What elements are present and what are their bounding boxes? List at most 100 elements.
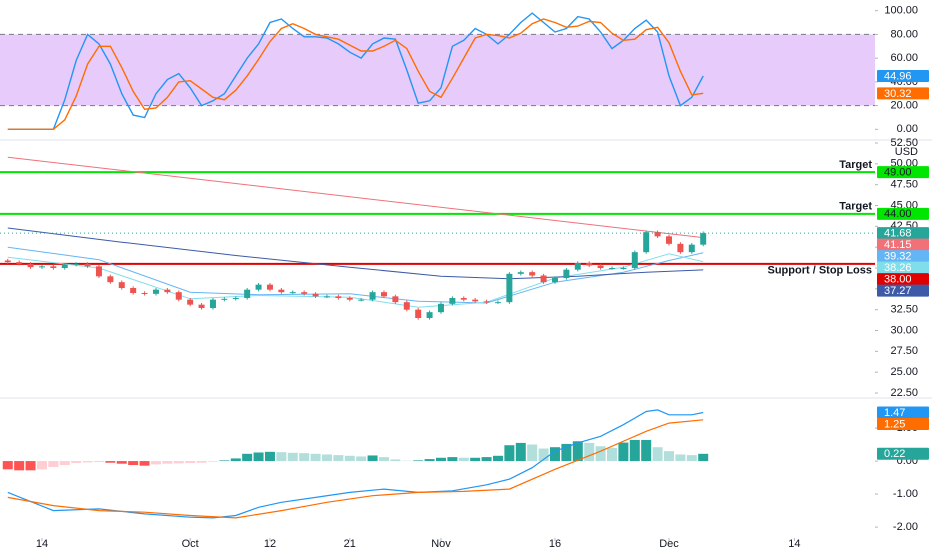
candle-body	[517, 272, 524, 274]
histogram-bar	[492, 455, 503, 462]
value-badge-label: 44.96	[884, 70, 912, 82]
histogram-bar	[128, 461, 139, 466]
histogram-bar	[698, 453, 709, 462]
y-tick-label: 100.00	[884, 5, 918, 17]
candle-body	[415, 309, 422, 318]
value-badge-label: 41.68	[884, 228, 912, 240]
histogram-bar	[14, 461, 25, 471]
histogram-bar	[344, 455, 355, 462]
candle-body	[654, 232, 661, 237]
candle-body	[494, 302, 501, 304]
histogram-bar	[663, 451, 674, 462]
x-tick-label: 21	[344, 538, 356, 550]
candle-body	[472, 299, 479, 302]
y-tick-label: -1.00	[893, 488, 918, 500]
histogram-bar	[435, 457, 446, 462]
histogram-bar	[504, 445, 515, 462]
histogram-bar	[447, 457, 458, 462]
candle-body	[244, 289, 251, 298]
histogram-bar	[48, 461, 59, 468]
value-badge-label: 49.00	[884, 167, 912, 179]
candle-body	[16, 262, 23, 264]
candle-body	[563, 269, 570, 278]
value-badge	[877, 418, 929, 431]
value-badge	[877, 250, 929, 263]
histogram-bar	[629, 439, 640, 462]
histogram-bar	[150, 461, 161, 465]
histogram-bar	[2, 461, 13, 470]
candle-body	[608, 268, 615, 269]
histogram-bar	[652, 447, 663, 462]
histogram-bar	[25, 461, 36, 471]
value-badge	[877, 284, 929, 297]
value-badge	[877, 87, 929, 100]
candle-body	[346, 298, 353, 300]
candle-body	[152, 289, 159, 294]
candle-body	[358, 299, 365, 301]
moving-average	[7, 156, 704, 239]
candle-body	[403, 302, 410, 310]
candle-body	[449, 298, 456, 304]
candle-body	[4, 260, 11, 263]
value-badge	[877, 166, 929, 179]
candle-body	[187, 299, 194, 305]
candle-body	[84, 263, 91, 267]
histogram-bar	[561, 443, 572, 462]
candle-body	[232, 298, 239, 299]
value-badge	[877, 227, 929, 240]
candle-body	[688, 244, 695, 253]
histogram-bar	[333, 455, 344, 462]
x-tick-label: 12	[264, 538, 276, 550]
candle-body	[38, 266, 45, 268]
histogram-bar	[618, 442, 629, 462]
histogram-bar	[424, 459, 435, 462]
y-tick-label: 27.50	[890, 345, 918, 357]
histogram-bar	[276, 452, 287, 462]
y-tick-label: 25.00	[890, 366, 918, 378]
histogram-bar	[606, 447, 617, 462]
y-tick-label: 32.50	[890, 304, 918, 316]
histogram-bar	[242, 453, 253, 462]
candle-body	[312, 293, 319, 297]
histogram-bar	[162, 461, 173, 464]
candle-body	[95, 266, 102, 277]
candle-body	[61, 264, 68, 268]
level-label: Support / Stop Loss	[768, 265, 873, 277]
histogram-bar	[458, 457, 469, 462]
histogram-bar	[515, 442, 526, 462]
candle-body	[50, 266, 57, 268]
candle-body	[175, 292, 182, 300]
stoch-line	[7, 18, 704, 130]
histogram-bar	[481, 457, 492, 462]
histogram-bar	[93, 461, 104, 463]
histogram-bar	[71, 461, 82, 464]
moving-average	[7, 246, 704, 304]
value-badge	[877, 261, 929, 274]
value-badge	[877, 69, 929, 82]
candle-body	[335, 296, 342, 298]
x-tick-label: Nov	[431, 538, 451, 550]
currency-label: USD	[895, 146, 918, 158]
value-badge-label: 44.00	[884, 208, 912, 220]
candle-body	[289, 292, 296, 294]
histogram-bar	[367, 455, 378, 462]
macd-line	[7, 419, 704, 519]
level-label: Target	[839, 201, 872, 213]
candle-body	[392, 296, 399, 303]
candle-body	[380, 292, 387, 297]
candle-body	[255, 284, 262, 290]
value-badge	[877, 238, 929, 251]
histogram-bar	[219, 460, 230, 462]
histogram-bar	[356, 456, 367, 462]
y-tick-label: -2.00	[893, 521, 918, 533]
candle-body	[643, 232, 650, 253]
moving-average	[7, 253, 704, 308]
candle-body	[369, 292, 376, 300]
histogram-bar	[116, 461, 127, 464]
x-tick-label: Oct	[182, 538, 199, 550]
histogram-bar	[572, 441, 583, 462]
histogram-bar	[538, 448, 549, 462]
moving-average	[7, 227, 704, 280]
histogram-bar	[139, 461, 150, 466]
